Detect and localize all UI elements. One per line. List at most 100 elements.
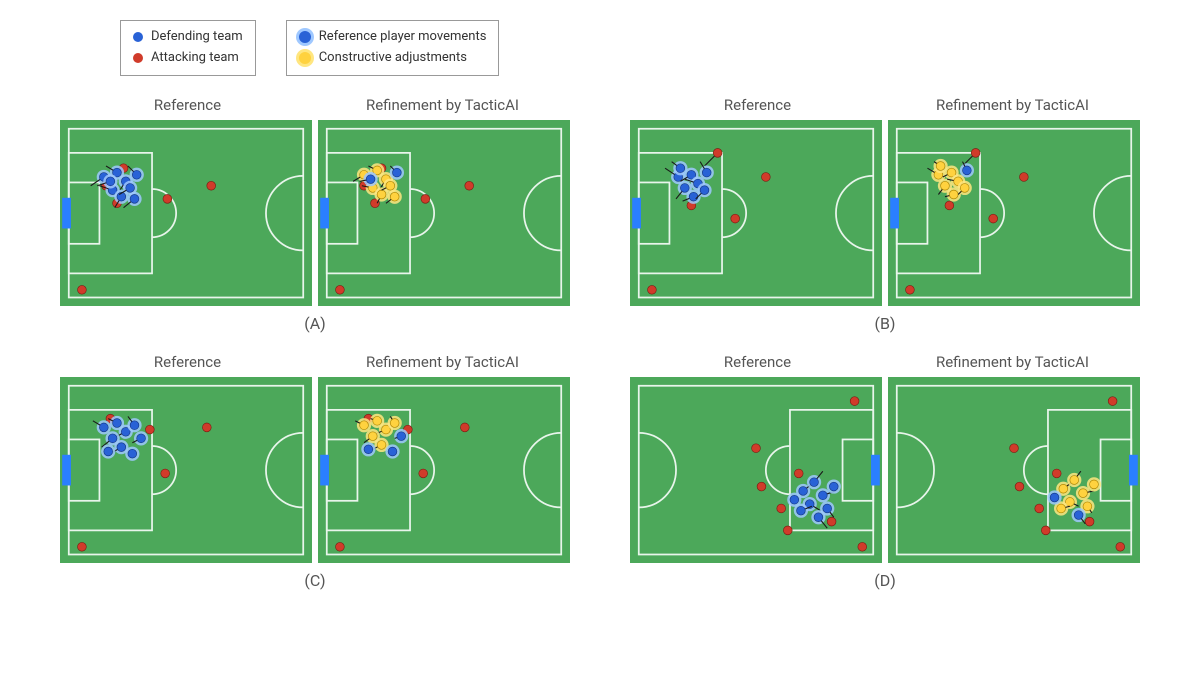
pitch-svg xyxy=(60,377,312,563)
attacker-dot xyxy=(906,285,915,294)
defender-dot xyxy=(132,170,141,179)
legend-movements: Reference player movements Constructive … xyxy=(286,20,500,76)
pitch-svg xyxy=(888,120,1140,306)
label-A: (A) xyxy=(60,314,570,333)
defender-dot xyxy=(366,174,375,183)
attacker-dot xyxy=(1035,504,1044,513)
defender-dot xyxy=(113,418,122,427)
attacker-dot xyxy=(757,482,766,491)
attacker-dot xyxy=(1019,172,1028,181)
defender-dot xyxy=(377,440,386,449)
attacker-dot xyxy=(1085,517,1094,526)
defender-dot xyxy=(960,183,969,192)
attacker-dot xyxy=(421,194,430,203)
attacker-dot xyxy=(794,469,803,478)
defender-dot xyxy=(104,447,113,456)
defender-dot xyxy=(373,416,382,425)
legend-teams: Defending team Attacking team xyxy=(120,20,256,76)
attacker-dot xyxy=(1052,469,1061,478)
legend-attacking-label: Attacking team xyxy=(151,48,239,69)
attacker-dot xyxy=(783,526,792,535)
defender-dot xyxy=(99,423,108,432)
attacker-dot xyxy=(465,181,474,190)
header-refine: Refinement by TacticAI xyxy=(315,96,570,114)
attacker-dot xyxy=(207,181,216,190)
panel-D: Reference Refinement by TacticAI (D) xyxy=(630,353,1140,590)
panel-A: Reference Refinement by TacticAI (A) xyxy=(60,96,570,333)
pitch-svg xyxy=(630,120,882,306)
field-refinement xyxy=(318,377,570,563)
label-D: (D) xyxy=(630,571,1140,590)
defender-dot xyxy=(128,449,137,458)
swatch-attacking xyxy=(133,53,143,63)
legend-defending-label: Defending team xyxy=(151,27,243,48)
field-reference xyxy=(60,377,312,563)
attacker-dot xyxy=(827,517,836,526)
defender-dot xyxy=(963,166,972,175)
defender-dot xyxy=(949,190,958,199)
defender-dot xyxy=(364,445,373,454)
attacker-dot xyxy=(460,423,469,432)
defender-dot xyxy=(936,161,945,170)
panel-C: Reference Refinement by TacticAI (C) xyxy=(60,353,570,590)
field-reference xyxy=(60,120,312,306)
defender-dot xyxy=(829,482,838,491)
attacker-dot xyxy=(777,504,786,513)
attacker-dot xyxy=(1116,542,1125,551)
legend-ref-movement-label: Reference player movements xyxy=(319,27,487,48)
header-refine: Refinement by TacticAI xyxy=(315,353,570,371)
header-ref: Reference xyxy=(60,353,315,371)
field-refinement xyxy=(888,377,1140,563)
defender-dot xyxy=(1057,504,1066,513)
defender-dot xyxy=(818,491,827,500)
attacker-dot xyxy=(336,285,345,294)
defender-dot xyxy=(700,185,709,194)
pitch-svg xyxy=(60,120,312,306)
header-ref: Reference xyxy=(630,96,885,114)
defender-dot xyxy=(130,194,139,203)
defender-dot xyxy=(790,495,799,504)
header-ref: Reference xyxy=(60,96,315,114)
defender-dot xyxy=(390,418,399,427)
swatch-ref-movement xyxy=(299,31,311,43)
defender-dot xyxy=(1090,480,1099,489)
attacker-dot xyxy=(1010,444,1019,453)
panel-grid: Reference Refinement by TacticAI (A) Ref… xyxy=(60,96,1140,591)
label-C: (C) xyxy=(60,571,570,590)
attacker-dot xyxy=(419,469,428,478)
defender-dot xyxy=(368,432,377,441)
attacker-dot xyxy=(850,397,859,406)
pitch-svg xyxy=(318,120,570,306)
label-B: (B) xyxy=(630,314,1140,333)
attacker-dot xyxy=(752,444,761,453)
attacker-dot xyxy=(202,423,211,432)
defender-dot xyxy=(799,486,808,495)
attacker-dot xyxy=(163,194,172,203)
attacker-dot xyxy=(761,172,770,181)
defender-dot xyxy=(810,478,819,487)
attacker-dot xyxy=(1015,482,1024,491)
defender-dot xyxy=(689,192,698,201)
legend-constructive-label: Constructive adjustments xyxy=(319,48,467,69)
defender-dot xyxy=(1070,475,1079,484)
defender-dot xyxy=(676,163,685,172)
panel-B: Reference Refinement by TacticAI (B) xyxy=(630,96,1140,333)
defender-dot xyxy=(1050,493,1059,502)
defender-dot xyxy=(397,432,406,441)
swatch-constructive xyxy=(299,52,311,64)
attacker-dot xyxy=(145,425,154,434)
defender-dot xyxy=(1059,484,1068,493)
field-reference xyxy=(630,120,882,306)
defender-dot xyxy=(130,421,139,430)
header-ref: Reference xyxy=(630,353,885,371)
defender-dot xyxy=(814,513,823,522)
defender-dot xyxy=(106,177,115,186)
attacker-dot xyxy=(161,469,170,478)
defender-dot xyxy=(137,434,146,443)
field-reference xyxy=(630,377,882,563)
field-refinement xyxy=(888,120,1140,306)
defender-dot xyxy=(126,183,135,192)
attacker-dot xyxy=(713,148,722,157)
defender-dot xyxy=(360,421,369,430)
defender-dot xyxy=(390,192,399,201)
